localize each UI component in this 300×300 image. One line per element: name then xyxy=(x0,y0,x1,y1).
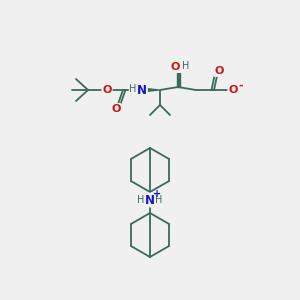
Text: H: H xyxy=(182,61,190,71)
Text: N: N xyxy=(145,194,155,206)
Text: O: O xyxy=(111,104,121,114)
Text: H: H xyxy=(137,195,145,205)
Text: H: H xyxy=(155,195,163,205)
Polygon shape xyxy=(146,88,159,92)
Text: O: O xyxy=(102,85,112,95)
Text: O: O xyxy=(170,62,180,72)
Text: N: N xyxy=(137,83,147,97)
Text: -: - xyxy=(239,81,243,91)
Text: O: O xyxy=(228,85,238,95)
Text: +: + xyxy=(153,189,161,199)
Polygon shape xyxy=(176,73,179,87)
Text: O: O xyxy=(214,66,224,76)
Text: H: H xyxy=(129,84,137,94)
